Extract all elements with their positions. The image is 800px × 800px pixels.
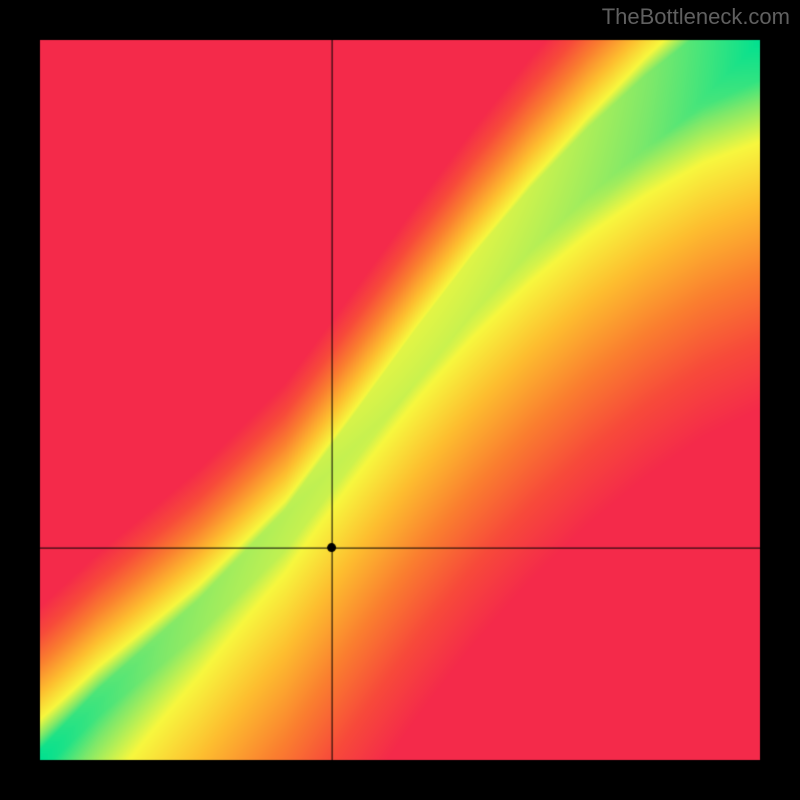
chart-container: TheBottleneck.com: [0, 0, 800, 800]
bottleneck-heatmap-canvas: [0, 0, 800, 800]
watermark-text: TheBottleneck.com: [602, 4, 790, 30]
